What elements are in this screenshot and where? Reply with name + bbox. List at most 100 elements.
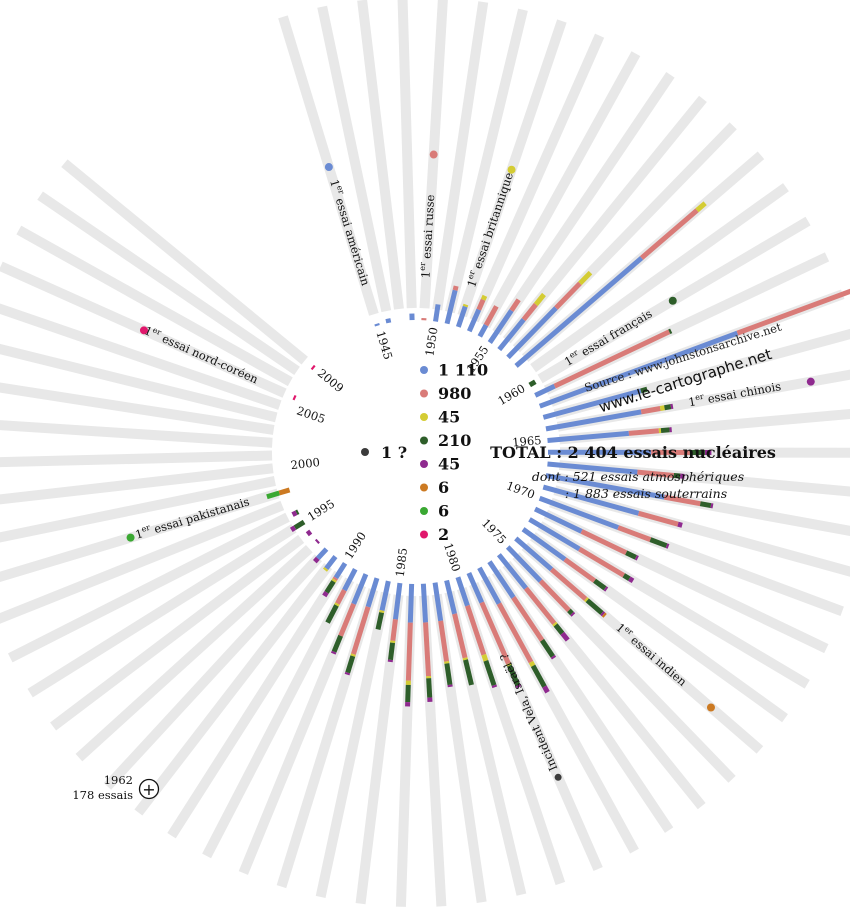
vela-dot xyxy=(554,773,562,781)
legend-dot-uk xyxy=(420,413,428,421)
bar-segment-1952-usa xyxy=(455,305,468,328)
background-spoke-1946 xyxy=(317,5,392,313)
bar-segment-1973-france xyxy=(593,578,607,591)
bar-segment-1980-china xyxy=(491,684,498,689)
bar-segment-1978-china xyxy=(542,685,550,694)
legend-dot-china xyxy=(420,460,428,468)
bar-segment-1995-china xyxy=(289,525,297,533)
bar-segment-1988-france xyxy=(331,634,343,653)
bar-segment-1987-usa xyxy=(365,577,380,608)
bar-segment-1969-china xyxy=(677,521,683,528)
bar-segment-1992-china xyxy=(312,556,320,564)
background-spoke-1999 xyxy=(0,476,276,543)
bar-segment-1976-usa xyxy=(496,553,528,590)
bar-segment-1951-usa xyxy=(444,289,458,325)
bar-segment-1968-ussr xyxy=(663,494,701,507)
bar-segment-1954-ussr xyxy=(483,305,499,327)
bar-segment-1974-china xyxy=(600,611,606,617)
first-test-label: 1er essai russe xyxy=(417,194,437,279)
legend-value-usa: 1 110 xyxy=(438,361,488,380)
bar-segment-1987-uk xyxy=(350,653,356,657)
bar-segment-1987-france xyxy=(345,655,356,674)
year-tick-1960: 1960 xyxy=(495,381,527,408)
bar-segment-1972-france xyxy=(622,573,631,581)
bar-segment-1961-france xyxy=(668,328,673,335)
year-tick-1965: 1965 xyxy=(512,433,542,449)
bar-segment-1978-ussr xyxy=(496,602,534,664)
background-spoke-2000 xyxy=(0,463,274,505)
legend-value-india: 6 xyxy=(438,478,449,497)
bar-segment-1991-usa xyxy=(324,555,338,571)
bar-segment-1962-ussr xyxy=(736,288,850,336)
bar-segment-1955-usa xyxy=(487,309,514,344)
bar-segment-1994-china xyxy=(305,529,313,537)
background-spoke-1954 xyxy=(481,51,641,329)
bar-segment-1952-uk xyxy=(462,303,469,308)
bar-segment-1965-france xyxy=(660,427,670,434)
bar-segment-1964-ussr xyxy=(640,406,661,415)
background-spoke-1996 xyxy=(7,512,290,663)
bar-segment-1977-usa xyxy=(487,560,516,599)
year-tick-2000: 2000 xyxy=(290,455,321,472)
bar-segment-1972-ussr xyxy=(578,546,626,578)
bar-segment-1988-usa xyxy=(351,573,369,605)
bar-segment-1982-france xyxy=(444,663,453,686)
bar-segment-1978-usa xyxy=(477,566,502,605)
background-spoke-1955 xyxy=(492,71,675,336)
background-spoke-2004 xyxy=(0,343,278,423)
bar-segment-1981-usa xyxy=(444,579,457,615)
bar-segment-1981-ussr xyxy=(452,613,468,659)
bar-segment-1973-ussr xyxy=(563,557,597,583)
bar-segment-1971-usa xyxy=(533,506,583,534)
bar-segment-1989-usa xyxy=(342,568,358,592)
center-unknown: 1 ? xyxy=(361,443,407,462)
peak-year: 1962 xyxy=(104,773,133,787)
center-label: 1 ? xyxy=(381,443,407,462)
bar-segment-1958-usa xyxy=(514,256,644,368)
legend-value-france: 210 xyxy=(438,431,471,450)
bar-segment-1989-uk xyxy=(334,602,340,607)
bar-segment-1990-france xyxy=(324,580,336,594)
bar-segment-1968-usa xyxy=(545,473,665,500)
bar-segment-1974-usa xyxy=(514,536,554,572)
bar-segment-1970-france xyxy=(649,537,668,549)
background-spoke-1947 xyxy=(357,0,404,310)
year-tick-1985: 1985 xyxy=(393,547,410,578)
bar-segment-1970-china xyxy=(665,543,670,549)
bar-segment-1977-ussr xyxy=(511,596,545,642)
bar-segment-1988-ussr xyxy=(338,603,356,637)
bar-segment-1996-china xyxy=(291,510,298,517)
legend-dot-pakistan xyxy=(420,507,428,515)
bar-segment-1957-usa xyxy=(506,306,558,360)
first-dot-1952 xyxy=(507,165,516,174)
legend-value-uk: 45 xyxy=(438,408,460,427)
bar-segment-1987-china xyxy=(344,671,351,676)
bar-segment-1971-china xyxy=(634,555,639,561)
legend-value-china: 45 xyxy=(438,455,460,474)
first-dot-1998 xyxy=(126,533,135,542)
expand-circle-icon[interactable] xyxy=(138,778,160,800)
bar-segment-1981-france xyxy=(463,659,474,686)
background-spoke-1953 xyxy=(469,33,605,323)
year-tick-1995: 1995 xyxy=(305,496,337,523)
bar-segment-1985-ussr xyxy=(390,618,398,641)
bar-segment-1978-france xyxy=(530,664,547,688)
plus-icon[interactable]: + xyxy=(142,780,155,799)
legend-dot-korea xyxy=(420,530,428,539)
bar-segment-1953-ussr xyxy=(476,298,486,311)
bar-segment-1990-ussr xyxy=(332,576,338,581)
bar-segment-1962-usa xyxy=(538,330,739,409)
bar-segment-1969-ussr xyxy=(637,510,679,527)
data-bars xyxy=(266,201,850,707)
bar-segment-1991-uk xyxy=(322,566,329,572)
background-spoke-1995 xyxy=(27,524,297,698)
background-spoke-2002 xyxy=(0,420,273,448)
bar-segment-1967-france xyxy=(673,472,681,479)
bar-segment-1957-uk xyxy=(578,270,593,286)
bar-segment-1976-china xyxy=(560,631,570,642)
bar-segment-1964-france xyxy=(664,404,672,411)
bar-segment-1980-uk xyxy=(481,653,489,662)
bar-segment-1968-france xyxy=(699,501,712,509)
